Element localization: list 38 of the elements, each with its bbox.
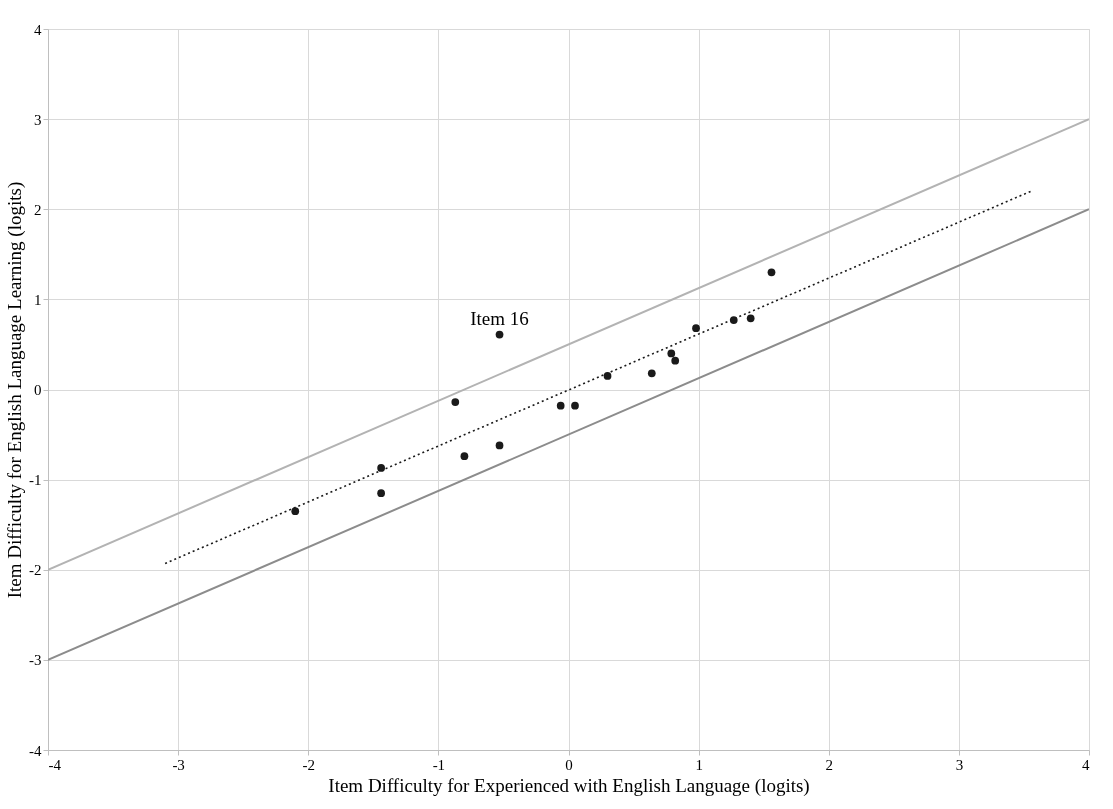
y-tick-label: 4 [34, 21, 42, 38]
y-tick-label: 3 [34, 111, 42, 128]
annotation: Item 16 [470, 307, 529, 329]
y-tick-label: -2 [29, 562, 42, 579]
x-tick-label: 3 [955, 756, 964, 773]
x-tick-label: 1 [695, 756, 703, 773]
x-tick-label: -2 [302, 756, 315, 773]
point [729, 316, 738, 324]
point [692, 324, 700, 333]
x-tick-label: 2 [825, 756, 833, 773]
point [667, 349, 676, 358]
point [495, 441, 504, 450]
point [746, 314, 755, 323]
x-tick-label: 0 [565, 756, 573, 773]
point [377, 464, 385, 472]
point [451, 398, 460, 406]
point [495, 330, 504, 339]
point [460, 452, 469, 461]
x-tick-label: -3 [172, 756, 185, 773]
point [671, 356, 680, 365]
point [291, 507, 300, 516]
y-tick-label: -1 [29, 472, 42, 489]
x-tick-label: -1 [432, 756, 446, 773]
point [767, 268, 776, 277]
y-tick-label: 1 [34, 291, 42, 308]
point [556, 401, 565, 410]
y-axis-title: Item Difficulty for English Language Learning (logits) [4, 181, 26, 599]
y-tick-label: -3 [29, 652, 42, 669]
point [603, 372, 612, 380]
y-tick-label: 2 [34, 201, 42, 218]
y-tick-label: -4 [29, 742, 42, 759]
point [377, 489, 385, 498]
x-axis-title: Item Difficulty for Experienced with English Language (logits) [328, 774, 810, 797]
point [571, 401, 579, 410]
x-tick-label: -4 [48, 756, 62, 773]
x-tick-label: 4 [1082, 756, 1090, 773]
point [647, 369, 656, 378]
y-tick-label: 0 [34, 382, 42, 398]
